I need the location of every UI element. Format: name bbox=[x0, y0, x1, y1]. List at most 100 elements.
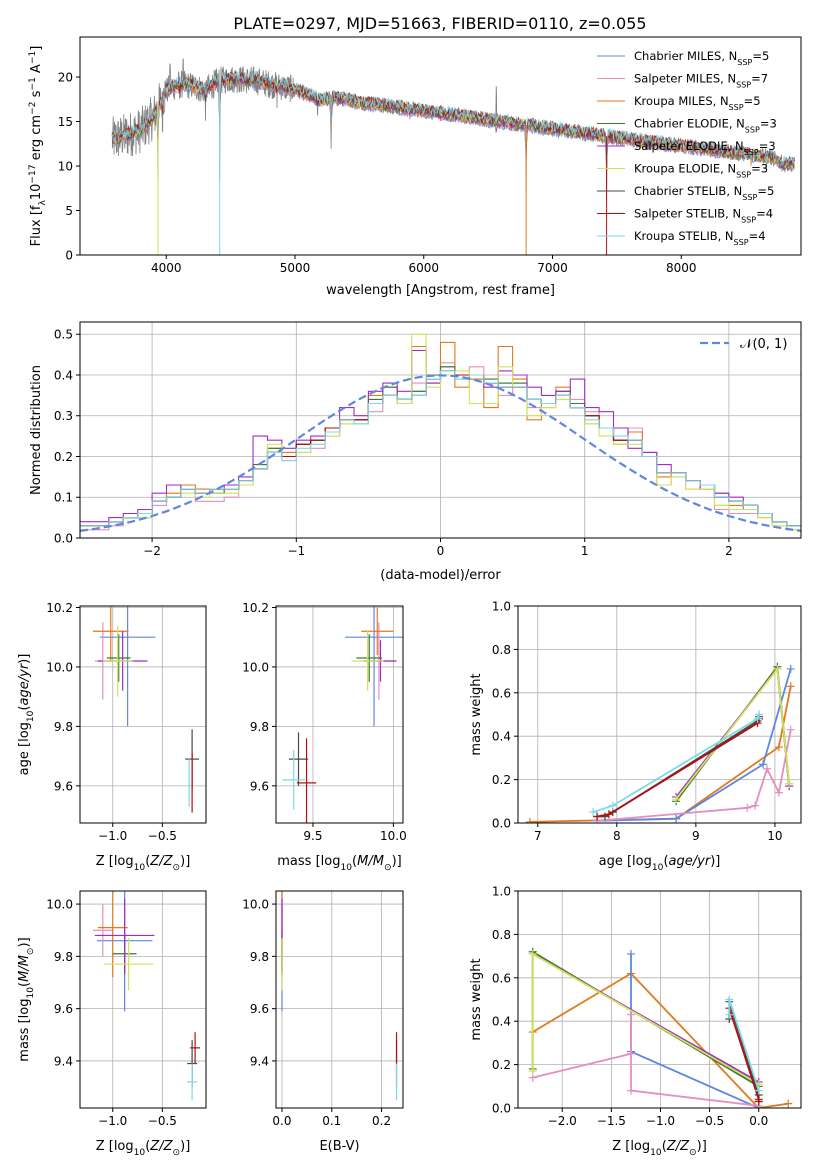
series-line-kroupa-stelib bbox=[592, 714, 760, 813]
plot-area bbox=[282, 606, 403, 823]
y-tick-label: 0.4 bbox=[492, 730, 511, 744]
y-tick-label: 10.0 bbox=[46, 898, 73, 912]
series-marker bbox=[672, 795, 681, 804]
series-marker bbox=[773, 664, 782, 673]
x-tick-label: 5000 bbox=[280, 261, 311, 275]
axes-frame bbox=[79, 605, 207, 824]
series-marker bbox=[774, 743, 783, 752]
figure-title: PLATE=0297, MJD=51663, FIBERID=0110, z=0… bbox=[233, 14, 646, 33]
series-line-chabrier-miles bbox=[597, 668, 792, 822]
legend-label: Salpeter STELIB, NSSP=4 bbox=[634, 207, 773, 225]
plot-area bbox=[281, 891, 398, 1101]
histogram-kroupa-miles bbox=[80, 341, 801, 527]
series-line-salpeter-stelib bbox=[596, 718, 760, 818]
y-tick-label: 0.2 bbox=[492, 773, 511, 787]
y-tick-label: 0 bbox=[65, 249, 73, 263]
y-tick-label: 9.8 bbox=[250, 720, 269, 734]
legend-label: 𝒩(0, 1) bbox=[740, 337, 787, 352]
series-marker bbox=[751, 801, 760, 810]
series-marker bbox=[528, 949, 537, 958]
y-tick-label: 0.0 bbox=[492, 1102, 511, 1116]
x-axis-label: mass [log10(M/M⊙)] bbox=[277, 854, 401, 873]
x-tick-label: 9 bbox=[692, 829, 700, 843]
y-tick-label: 1.0 bbox=[492, 600, 511, 614]
plot-area bbox=[92, 891, 201, 1101]
y-tick-label: 0.0 bbox=[54, 532, 73, 546]
x-axis-label: age [log10(age/yr)] bbox=[599, 854, 721, 873]
panel-weight_vs_age: 7 8 9 10 0.0 0.2 0.4 0.6 0.8 1.0 age [log10(age/yr… bbox=[469, 600, 802, 873]
x-tick-label: 1 bbox=[581, 544, 589, 558]
plot-area bbox=[528, 947, 793, 1108]
x-tick-label: 0.2 bbox=[372, 1114, 391, 1128]
y-tick-label: 9.4 bbox=[250, 1054, 269, 1068]
legend-label: Salpeter ELODIE, NSSP=3 bbox=[634, 139, 776, 157]
series-marker bbox=[786, 725, 795, 734]
y-tick-label: 9.6 bbox=[54, 1002, 73, 1016]
series-marker bbox=[608, 801, 617, 810]
axes-frame bbox=[275, 890, 404, 1109]
x-tick-label: 4000 bbox=[151, 261, 182, 275]
panel-weight_vs_Z: −2.0 −1.5 −1.0 −0.5 0.0 0.0 0.2 0.4 0.6 0.8 1.0 Z [… bbox=[469, 885, 802, 1158]
y-tick-label: 10.2 bbox=[46, 601, 73, 615]
y-tick-label: 0.6 bbox=[492, 971, 511, 985]
legend-label: Salpeter MILES, NSSP=7 bbox=[634, 72, 768, 90]
x-axis-label: wavelength [Angstrom, rest frame] bbox=[326, 283, 555, 298]
x-axis-label: E(B-V) bbox=[319, 1139, 359, 1154]
x-tick-label: −1.0 bbox=[98, 829, 127, 843]
x-tick-label: 10 bbox=[767, 829, 782, 843]
x-tick-label: 0.0 bbox=[272, 1114, 291, 1128]
x-axis-label: (data-model)/error bbox=[380, 568, 501, 583]
plot-area bbox=[80, 333, 801, 532]
series-marker bbox=[763, 764, 772, 773]
y-tick-label: 0.5 bbox=[54, 328, 73, 342]
legend-label: Chabrier ELODIE, NSSP=3 bbox=[634, 117, 777, 135]
y-tick-label: 1.0 bbox=[492, 885, 511, 899]
axes-frame bbox=[517, 890, 802, 1109]
y-tick-label: 0.6 bbox=[492, 686, 511, 700]
y-tick-label: 0.1 bbox=[54, 491, 73, 505]
y-axis-label: Normed distribution bbox=[29, 365, 44, 495]
x-tick-label: −1 bbox=[287, 544, 305, 558]
series-marker bbox=[627, 1049, 636, 1058]
series-marker bbox=[743, 803, 752, 812]
model-spectrum-kroupa-stelib bbox=[111, 71, 795, 168]
x-tick-label: −0.5 bbox=[148, 829, 177, 843]
series-marker bbox=[774, 788, 783, 797]
x-tick-label: −1.0 bbox=[98, 1114, 127, 1128]
x-tick-label: 10.0 bbox=[380, 829, 407, 843]
y-tick-label: 9.4 bbox=[54, 1054, 73, 1068]
x-tick-label: 0.0 bbox=[749, 1114, 768, 1128]
x-tick-label: 7 bbox=[534, 829, 542, 843]
series-marker bbox=[672, 814, 681, 823]
y-tick-label: 10.0 bbox=[242, 898, 269, 912]
x-tick-label: −0.5 bbox=[695, 1114, 724, 1128]
series-marker bbox=[784, 1099, 793, 1108]
y-tick-label: 9.6 bbox=[250, 1002, 269, 1016]
series-marker bbox=[627, 1086, 636, 1095]
histogram-kroupa-elodie bbox=[80, 333, 801, 531]
panel-age_vs_Z: −1.0 −0.5 9.6 9.8 10.0 10.2 Z [log10(Z/Z⊙)] age… bbox=[17, 601, 207, 873]
legend-label: Chabrier MILES, NSSP=5 bbox=[634, 49, 769, 67]
x-tick-label: 8 bbox=[613, 829, 621, 843]
y-tick-label: 9.8 bbox=[54, 950, 73, 964]
legend-label: Kroupa STELIB, NSSP=4 bbox=[634, 229, 766, 247]
legend: Chabrier MILES, NSSP=5 Salpeter MILES, NS… bbox=[597, 49, 777, 247]
x-tick-label: −1.0 bbox=[646, 1114, 675, 1128]
series-marker bbox=[786, 664, 795, 673]
y-tick-label: 0.2 bbox=[492, 1058, 511, 1072]
plot-area bbox=[525, 662, 795, 823]
y-tick-label: 5 bbox=[65, 204, 73, 218]
y-axis-label: age [log10(age/yr)] bbox=[17, 654, 36, 776]
series-marker bbox=[604, 810, 613, 819]
series-marker bbox=[753, 714, 762, 723]
series-marker bbox=[589, 808, 598, 817]
x-tick-label: −2.0 bbox=[548, 1114, 577, 1128]
x-tick-label: 8000 bbox=[666, 261, 697, 275]
x-tick-label: 0 bbox=[437, 544, 445, 558]
plot-area bbox=[92, 606, 200, 813]
x-axis-label: Z [log10(Z/Z⊙)] bbox=[96, 1139, 191, 1158]
y-tick-label: 10.0 bbox=[46, 660, 73, 674]
y-tick-label: 15 bbox=[58, 115, 73, 129]
panel-mass_vs_Z: −1.0 −0.5 9.4 9.6 9.8 10.0 Z [log10(Z/Z⊙)] mass… bbox=[17, 890, 207, 1158]
